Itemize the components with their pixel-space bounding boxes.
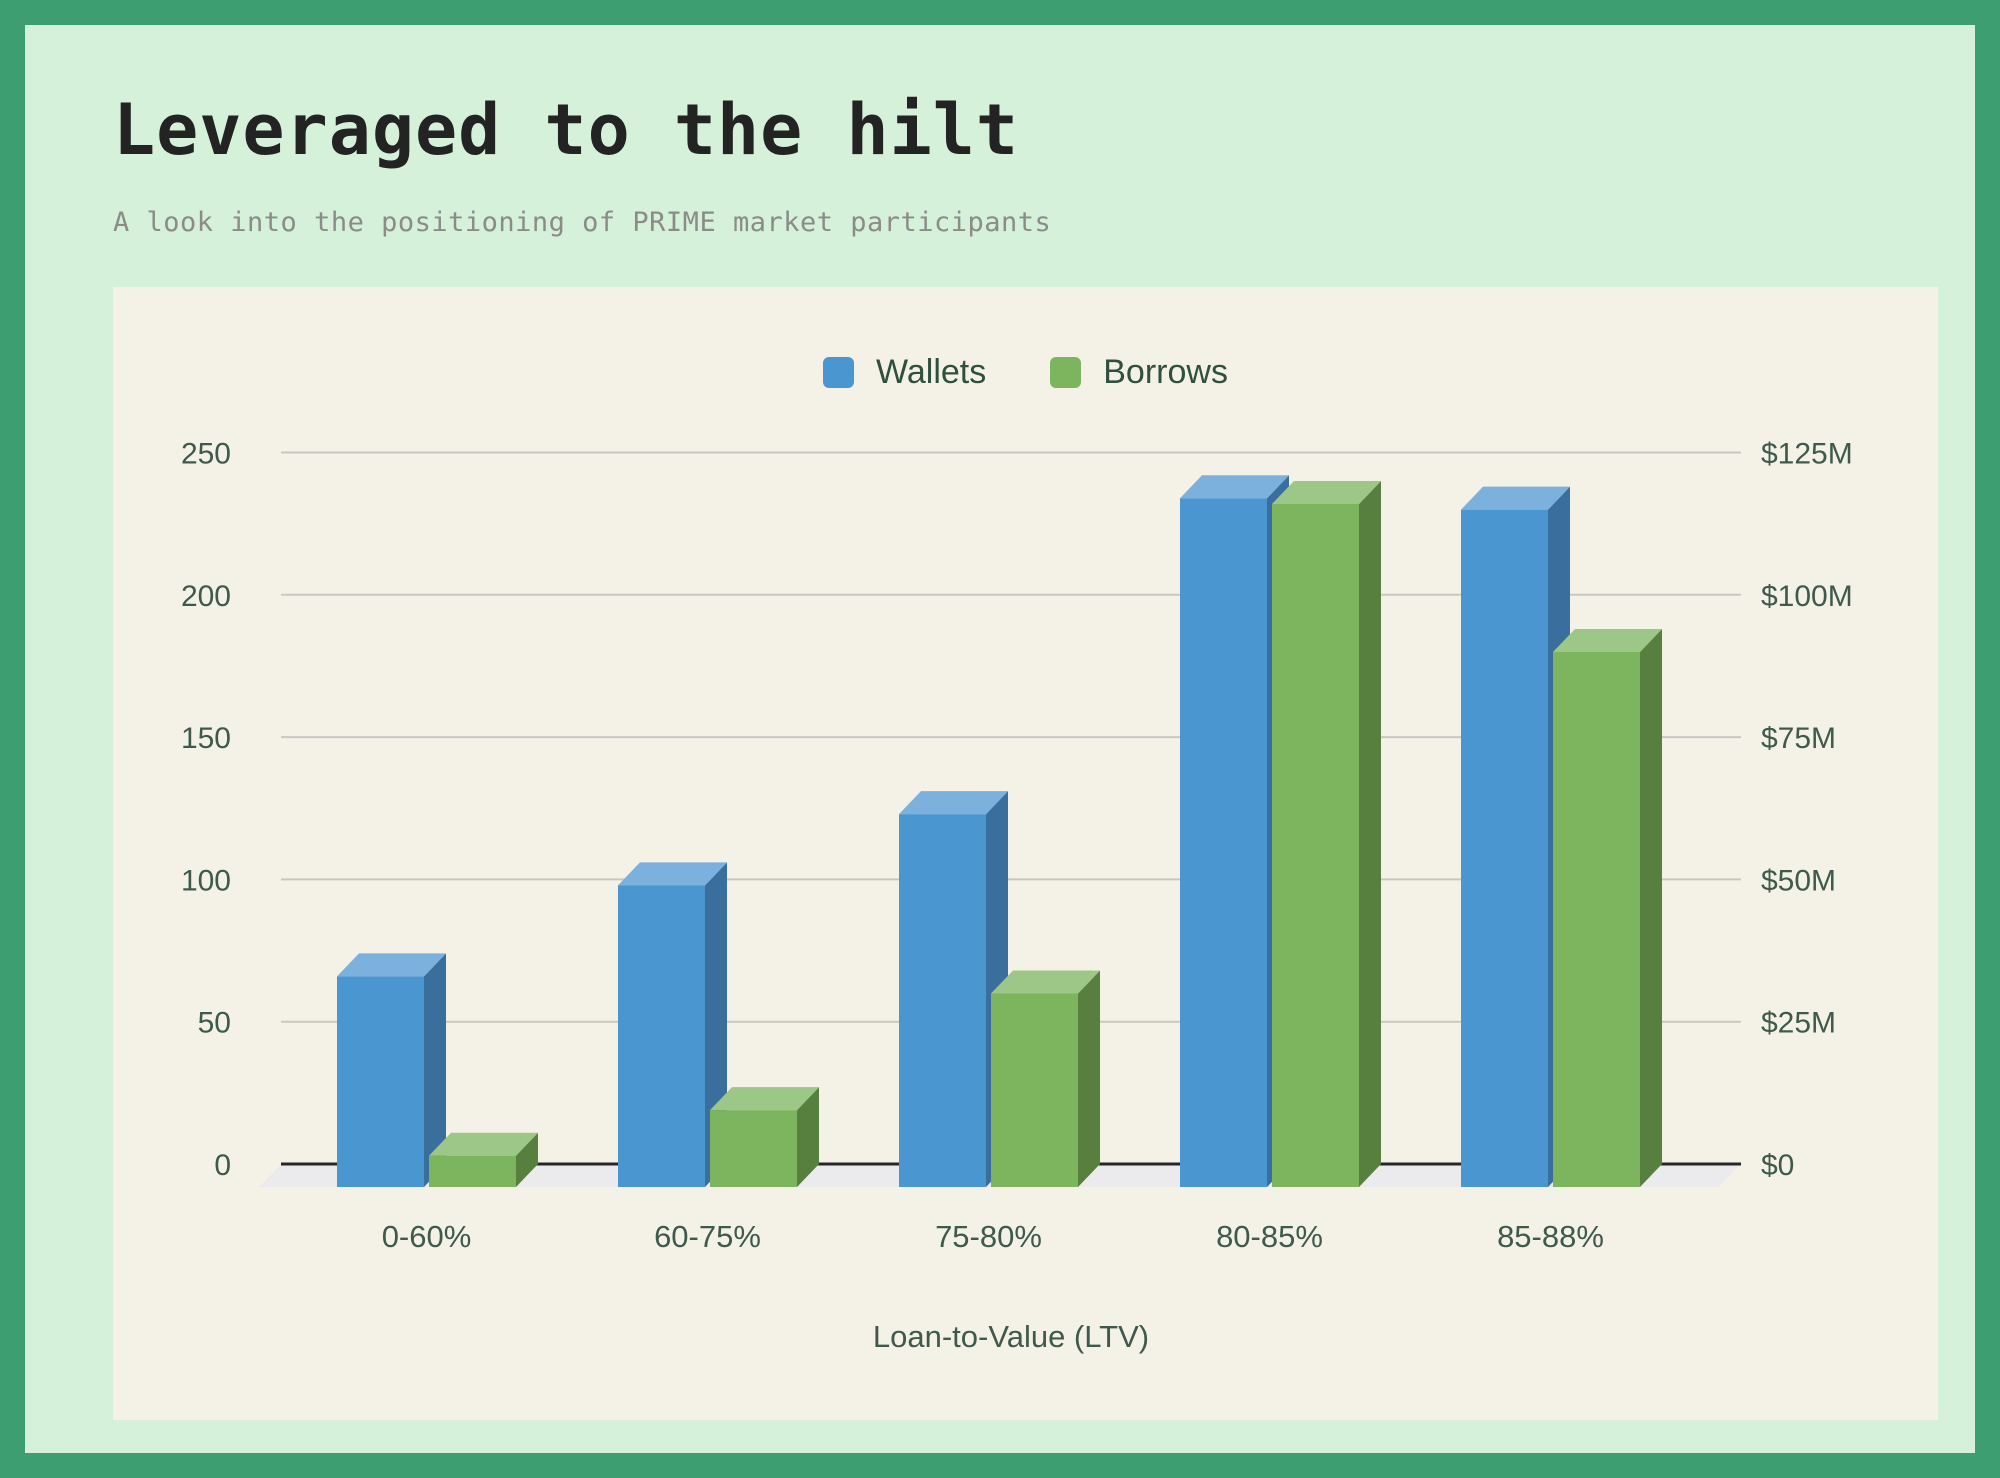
bar-wallets-4-top[interactable] bbox=[1461, 486, 1570, 510]
legend-item-borrows[interactable]: Borrows bbox=[1050, 353, 1228, 392]
left-axis-tick: 0 bbox=[214, 1149, 231, 1182]
left-axis-tick: 100 bbox=[181, 864, 231, 897]
page-subtitle: A look into the positioning of PRIME mar… bbox=[113, 207, 1052, 238]
bar-wallets-2-top[interactable] bbox=[899, 791, 1008, 815]
borrows-swatch-icon bbox=[1050, 357, 1082, 388]
left-axis-tick: 50 bbox=[198, 1007, 231, 1040]
bar-borrows-1-top[interactable] bbox=[710, 1087, 819, 1111]
legend-label-wallets: Wallets bbox=[876, 353, 987, 391]
legend-label-borrows: Borrows bbox=[1103, 353, 1228, 391]
right-axis-tick: $0 bbox=[1761, 1149, 1794, 1182]
bar-borrows-4[interactable] bbox=[1553, 651, 1640, 1187]
bar-borrows-0[interactable] bbox=[429, 1155, 516, 1187]
page-title: Leveraged to the hilt bbox=[113, 89, 1020, 171]
chart-legend: Wallets Borrows bbox=[113, 353, 1938, 392]
category-label: 80-85% bbox=[1216, 1219, 1323, 1254]
bar-wallets-0-side[interactable] bbox=[424, 953, 446, 1187]
bar-wallets-0[interactable] bbox=[337, 976, 424, 1187]
bar-borrows-3-top[interactable] bbox=[1272, 480, 1381, 504]
bar-borrows-2[interactable] bbox=[991, 993, 1078, 1187]
chart-panel: 0 $0 50 $25M 100 $50M 150 $75M 200 $100M 250 $125M 0… bbox=[113, 287, 1938, 1420]
bar-wallets-2[interactable] bbox=[899, 814, 986, 1187]
bar-borrows-3[interactable] bbox=[1272, 503, 1359, 1188]
card-background: Leveraged to the hilt A look into the po… bbox=[25, 25, 1975, 1453]
category-label: 85-88% bbox=[1497, 1219, 1604, 1254]
right-axis-tick: $100M bbox=[1761, 580, 1853, 613]
bar-borrows-2-top[interactable] bbox=[991, 970, 1100, 994]
wallets-swatch-icon bbox=[823, 357, 855, 388]
left-axis-tick: 250 bbox=[181, 438, 231, 471]
left-axis-tick: 150 bbox=[181, 722, 231, 755]
bar-wallets-3-top[interactable] bbox=[1180, 475, 1289, 499]
right-axis-tick: $125M bbox=[1761, 438, 1853, 471]
bar-borrows-2-side[interactable] bbox=[1078, 970, 1100, 1187]
bar-chart: 0 $0 50 $25M 100 $50M 150 $75M 200 $100M 250 $125M 0… bbox=[181, 438, 1853, 1355]
bar-borrows-1[interactable] bbox=[710, 1110, 797, 1187]
bar-wallets-0-top[interactable] bbox=[337, 953, 446, 977]
bar-borrows-0-top[interactable] bbox=[429, 1132, 538, 1156]
bar-wallets-3[interactable] bbox=[1180, 498, 1267, 1187]
bar-borrows-1-side[interactable] bbox=[797, 1087, 819, 1187]
bar-borrows-4-top[interactable] bbox=[1553, 628, 1662, 652]
bar-borrows-3-side[interactable] bbox=[1359, 480, 1381, 1188]
right-axis-tick: $50M bbox=[1761, 864, 1836, 897]
bar-wallets-4[interactable] bbox=[1461, 509, 1548, 1188]
category-label: 60-75% bbox=[654, 1219, 761, 1254]
right-axis-tick: $25M bbox=[1761, 1007, 1836, 1040]
left-axis-tick: 200 bbox=[181, 580, 231, 613]
bar-borrows-4-side[interactable] bbox=[1640, 628, 1662, 1187]
x-axis-title: Loan-to-Value (LTV) bbox=[873, 1319, 1149, 1354]
bar-wallets-1-top[interactable] bbox=[618, 862, 727, 886]
bar-wallets-1[interactable] bbox=[618, 885, 705, 1187]
legend-item-wallets[interactable]: Wallets bbox=[823, 353, 986, 392]
category-label: 0-60% bbox=[382, 1219, 472, 1254]
bar-borrows-0-side[interactable] bbox=[516, 1132, 538, 1187]
right-axis-tick: $75M bbox=[1761, 722, 1836, 755]
category-label: 75-80% bbox=[935, 1219, 1042, 1254]
